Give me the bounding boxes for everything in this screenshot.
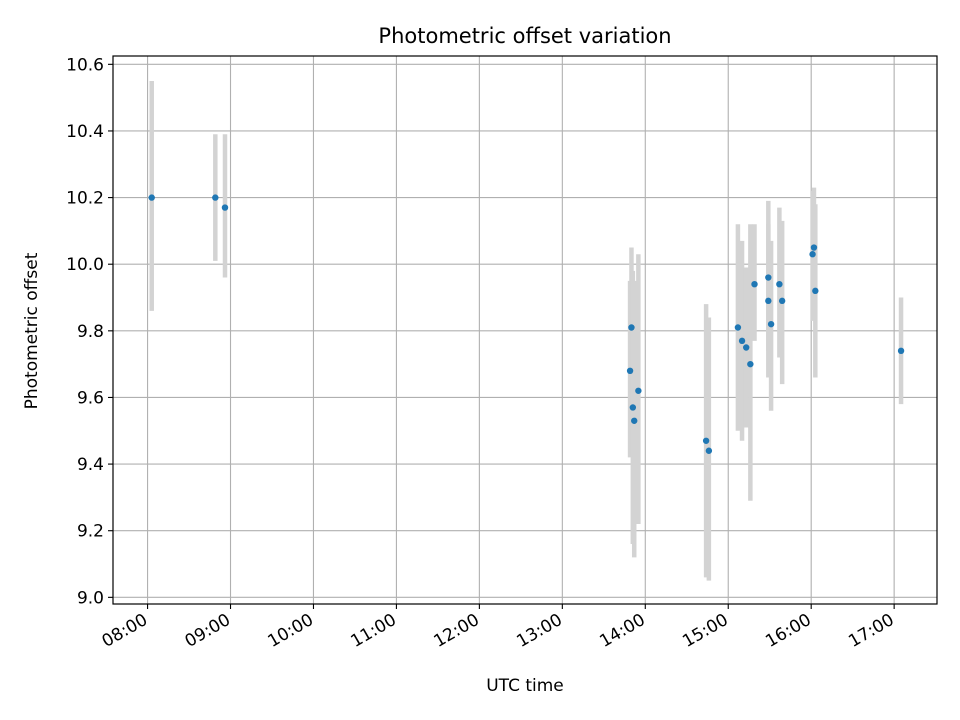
x-axis-label: UTC time [486,676,564,696]
data-point [776,280,783,288]
chart-title: Photometric offset variation [378,24,671,48]
data-point [221,204,229,211]
data-point [765,297,772,305]
y-tick-label: 10.2 [66,189,104,209]
data-point [705,447,713,454]
plot-frame [112,55,938,605]
data-point [751,280,758,288]
data-point [809,251,816,258]
data-point [628,324,635,331]
data-point [631,417,638,424]
data-point [765,274,772,281]
data-point [734,324,742,331]
data-point [626,367,634,375]
y-tick-label: 10.4 [66,122,104,142]
data-point [629,404,637,411]
data-point [810,244,818,251]
data-point [635,387,642,394]
y-tick-label: 10.6 [66,55,104,75]
point-layer [148,194,905,454]
data-point [702,437,710,444]
y-tick-label: 9.8 [77,322,104,342]
data-point [738,337,746,345]
data-point [212,194,219,201]
y-tick-label: 9.4 [77,455,104,475]
y-tick-label: 9.0 [77,588,104,608]
data-point [743,344,750,351]
y-axis-label: Photometric offset [22,252,42,409]
y-tick-label: 9.2 [77,522,104,542]
data-point [897,347,905,355]
y-axis-ticks: 9.0 9.2 9.4 9.6 9.8 10.0 10.2 10.4 10.6 [66,55,113,608]
data-point [812,287,819,295]
y-tick-label: 10.0 [66,255,104,275]
data-point [767,320,775,328]
data-point [747,360,754,368]
data-point [148,194,155,201]
data-point [778,297,786,305]
grid-layer [113,56,937,604]
y-tick-label: 9.6 [77,388,104,408]
